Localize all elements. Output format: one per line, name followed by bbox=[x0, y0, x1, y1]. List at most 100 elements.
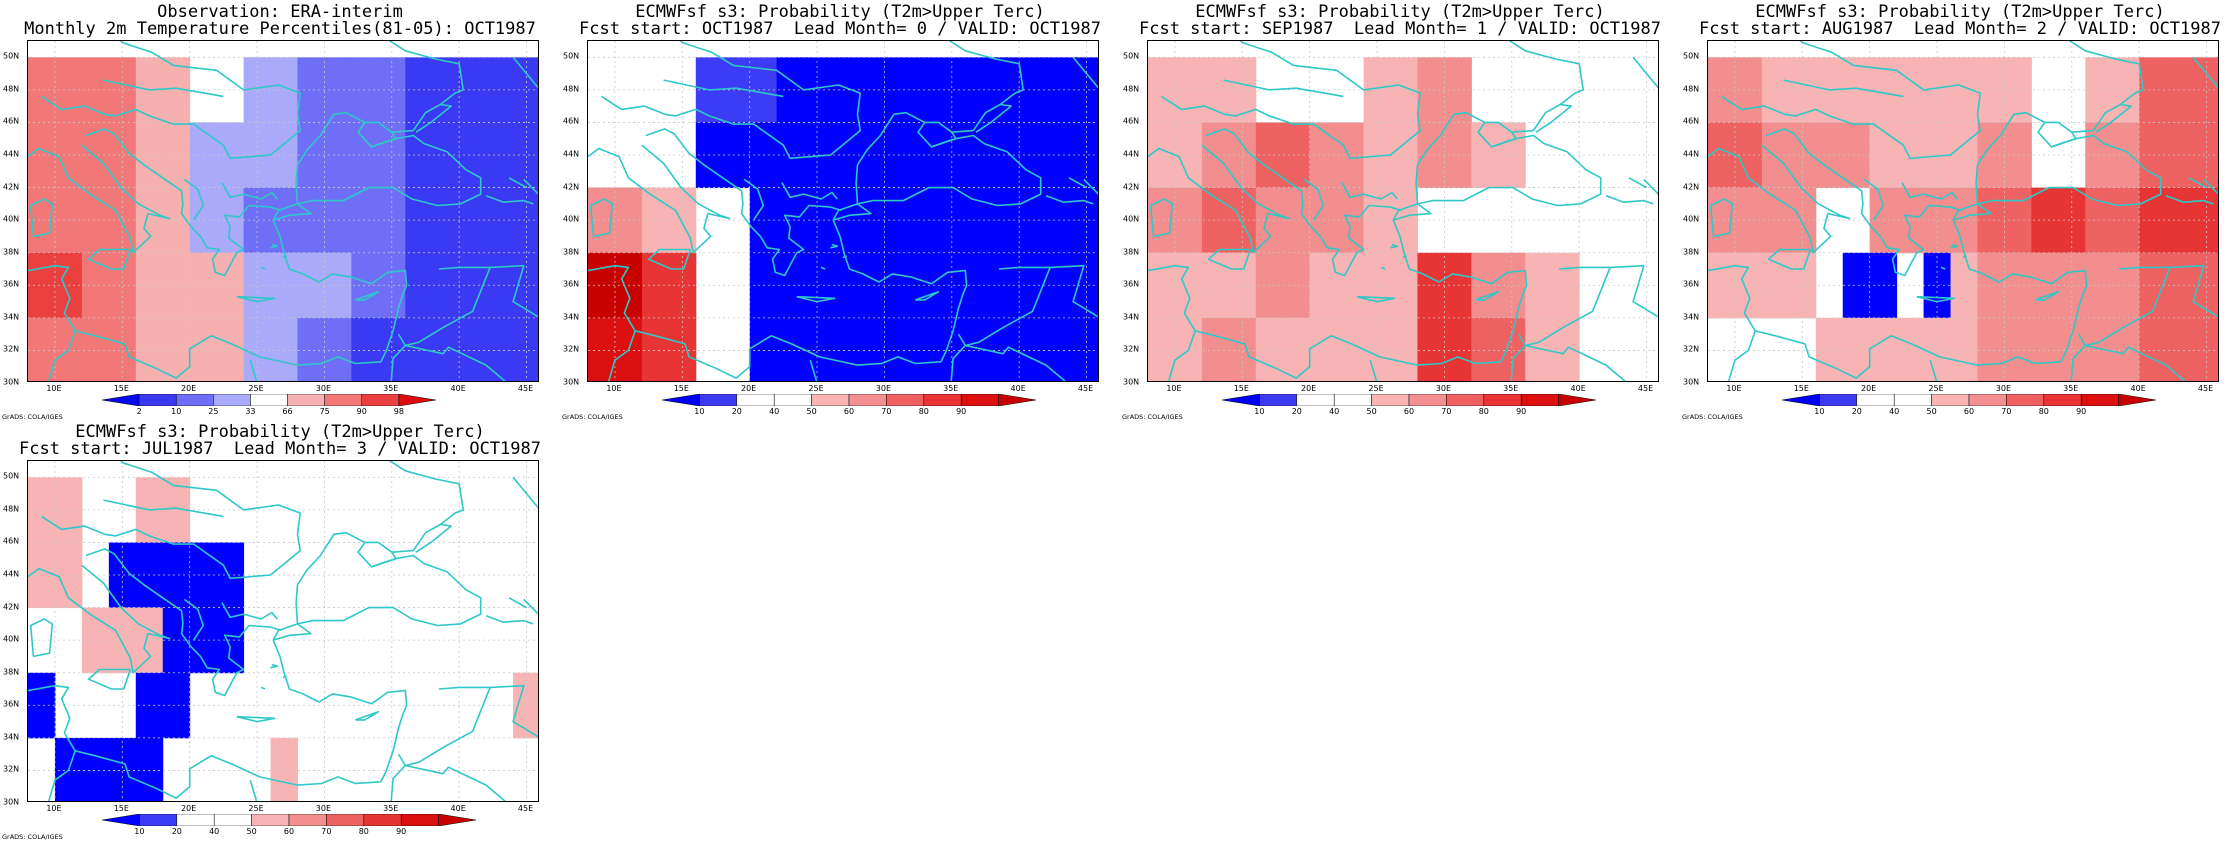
colorbar-swatch bbox=[287, 394, 325, 406]
lat-tick-label: 40N bbox=[3, 214, 20, 224]
colorbar-swatch bbox=[2006, 394, 2045, 406]
coastline bbox=[2188, 177, 2207, 189]
colorbar-label: 10 bbox=[134, 827, 145, 836]
coastline bbox=[1605, 194, 1654, 205]
lat-tick-label: 46N bbox=[3, 536, 20, 546]
coastline bbox=[28, 684, 382, 799]
lon-tick-label: 40E bbox=[450, 804, 466, 813]
grid-cell bbox=[1869, 57, 1925, 123]
lat-tick-label: 50N bbox=[1683, 51, 1700, 61]
colorbar-label: 20 bbox=[1851, 407, 1862, 416]
lat-tick-label: 36N bbox=[3, 279, 20, 289]
colorbar-label: 10 bbox=[694, 407, 705, 416]
coastline bbox=[965, 344, 1067, 381]
colorbar-swatch bbox=[361, 394, 400, 406]
coastline bbox=[645, 128, 842, 277]
coastline bbox=[87, 248, 132, 270]
coastline bbox=[1643, 178, 1658, 195]
lat-tick-label: 44N bbox=[3, 149, 20, 159]
colorbar-swatch bbox=[1856, 394, 1895, 406]
colorbar-label: 66 bbox=[282, 407, 293, 416]
lon-tick-label: 35E bbox=[383, 804, 399, 813]
lat-tick-label: 36N bbox=[1123, 279, 1140, 289]
colorbar-swatch bbox=[175, 394, 214, 406]
colorbar-label: 60 bbox=[1403, 407, 1415, 416]
panel-title: ECMWFsf s3: Probability (T2m>Upper Terc) bbox=[1195, 2, 1605, 22]
coastline bbox=[588, 264, 942, 379]
colorbar-label: 10 bbox=[1814, 407, 1825, 416]
coastline bbox=[1975, 111, 2162, 207]
coastline bbox=[1940, 266, 1946, 270]
coastline bbox=[512, 476, 538, 509]
coastline bbox=[1632, 56, 1658, 89]
lat-tick-label: 34N bbox=[3, 312, 20, 322]
grid-cell bbox=[189, 252, 245, 319]
colorbar-swatch bbox=[2043, 394, 2082, 406]
lon-tick-label: 20E bbox=[181, 804, 197, 813]
coastline bbox=[607, 330, 636, 381]
grid-cell bbox=[2085, 317, 2140, 381]
coastline bbox=[523, 598, 538, 615]
coastline bbox=[405, 764, 507, 801]
colorbar-swatch bbox=[250, 394, 288, 406]
panel-title: Observation: ERA-interim bbox=[157, 2, 403, 22]
lon-tick-label: 25E bbox=[808, 384, 824, 393]
coastline bbox=[1392, 219, 1528, 363]
lon-tick-label: 25E bbox=[248, 804, 264, 813]
coastline bbox=[1303, 178, 1324, 221]
lat-tick-label: 38N bbox=[3, 247, 20, 257]
colorbar-label: 50 bbox=[806, 407, 817, 416]
coastline bbox=[1765, 128, 1962, 277]
coastline bbox=[1402, 255, 1407, 259]
lat-tick-label: 42N bbox=[563, 182, 580, 192]
lat-tick-label: 36N bbox=[563, 279, 580, 289]
grid-cell bbox=[749, 317, 1098, 381]
colorbar-swatch bbox=[288, 814, 327, 826]
map-panel-lead0: ECMWFsf s3: Probability (T2m>Upper Terc)… bbox=[560, 0, 1120, 422]
coastline bbox=[1525, 264, 1658, 347]
coastline bbox=[1083, 178, 1098, 195]
coastline bbox=[41, 461, 302, 580]
panel-subtitle: Monthly 2m Temperature Percentiles(81-05… bbox=[24, 19, 536, 39]
coastline bbox=[1929, 359, 1938, 381]
coastline bbox=[588, 144, 731, 254]
coastline bbox=[1916, 295, 1956, 303]
coastline bbox=[485, 614, 534, 625]
colorbar bbox=[662, 394, 1036, 406]
coastline bbox=[1952, 219, 2088, 363]
grid-cell bbox=[405, 317, 538, 381]
coastline bbox=[390, 753, 407, 801]
coastline bbox=[965, 264, 1098, 347]
colorbar-swatch bbox=[1483, 394, 1522, 406]
coastline bbox=[2044, 121, 2077, 148]
colorbar-label: 80 bbox=[918, 407, 929, 416]
panel-title: ECMWFsf s3: Probability (T2m>Upper Terc) bbox=[75, 422, 485, 442]
colorbar-swatch bbox=[811, 394, 850, 406]
colorbar-swatch bbox=[662, 394, 700, 406]
grid-cell bbox=[1923, 317, 1978, 381]
colorbar-label: 70 bbox=[2001, 407, 2012, 416]
coastline bbox=[183, 598, 204, 641]
lat-tick-label: 40N bbox=[563, 214, 580, 224]
lon-tick-label: 25E bbox=[248, 384, 264, 393]
lat-tick-label: 48N bbox=[1123, 84, 1140, 94]
coastline bbox=[647, 248, 692, 270]
lon-tick-label: 35E bbox=[2063, 384, 2079, 393]
coastline bbox=[260, 266, 266, 270]
colorbar-swatch bbox=[251, 814, 290, 826]
coastline bbox=[260, 686, 266, 690]
coastline bbox=[388, 41, 465, 106]
grid-cell bbox=[1471, 317, 1526, 381]
lat-tick-label: 34N bbox=[3, 732, 20, 742]
lat-tick-label: 44N bbox=[563, 149, 580, 159]
colorbar-label: 40 bbox=[209, 827, 220, 836]
colorbar-label: 10 bbox=[1254, 407, 1265, 416]
colorbar bbox=[102, 394, 436, 406]
coastline bbox=[438, 266, 491, 270]
coastline bbox=[221, 602, 278, 620]
coastline bbox=[355, 291, 380, 301]
grads-credit: GrADS: COLA/IGES bbox=[2, 413, 63, 421]
coastline bbox=[1962, 255, 1967, 259]
coastline bbox=[1207, 248, 1252, 270]
lon-tick-label: 10E bbox=[1166, 384, 1182, 393]
